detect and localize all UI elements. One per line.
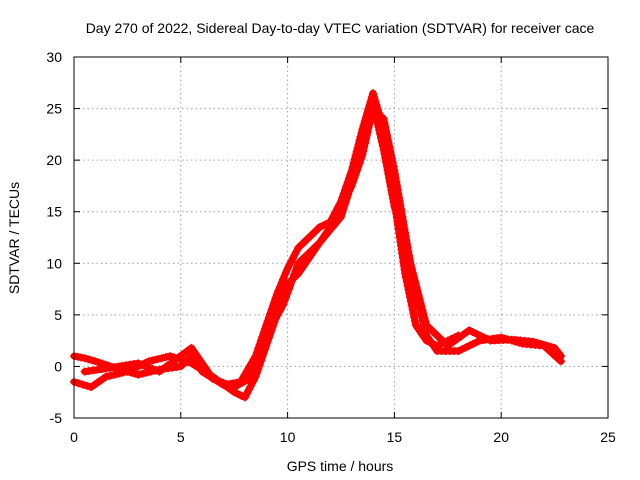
x-tick-label: 20 [493,429,509,445]
y-axis-label: SDTVAR / TECUs [6,182,22,294]
plot-frame [73,56,609,419]
y-tick-label: -5 [50,410,63,426]
chart-title: Day 270 of 2022, Sidereal Day-to-day VTE… [86,20,595,36]
axis-ticks: 0 5 10 15 20 25 -5 0 5 10 15 20 25 30 [46,49,616,445]
x-tick-label: 15 [387,429,403,445]
series-track-2 [70,104,565,402]
series-plus-markers [70,104,565,402]
series-band [81,99,565,391]
x-tick-label: 25 [600,429,616,445]
grid [74,57,608,418]
y-tick-label: 5 [54,307,62,323]
x-axis-label: GPS time / hours [287,458,394,474]
y-tick-label: 0 [54,358,62,374]
x-tick-label: 0 [70,429,78,445]
series-track-3 [80,99,565,392]
y-tick-label: 25 [46,101,62,117]
series-plus-markers [80,99,565,392]
data-series [70,89,565,402]
x-tick-label: 10 [280,429,296,445]
series-band [70,105,565,401]
y-tick-label: 30 [46,49,62,65]
y-tick-label: 15 [46,204,62,220]
y-tick-label: 10 [46,255,62,271]
y-tick-label: 20 [46,152,62,168]
x-tick-label: 5 [177,429,185,445]
